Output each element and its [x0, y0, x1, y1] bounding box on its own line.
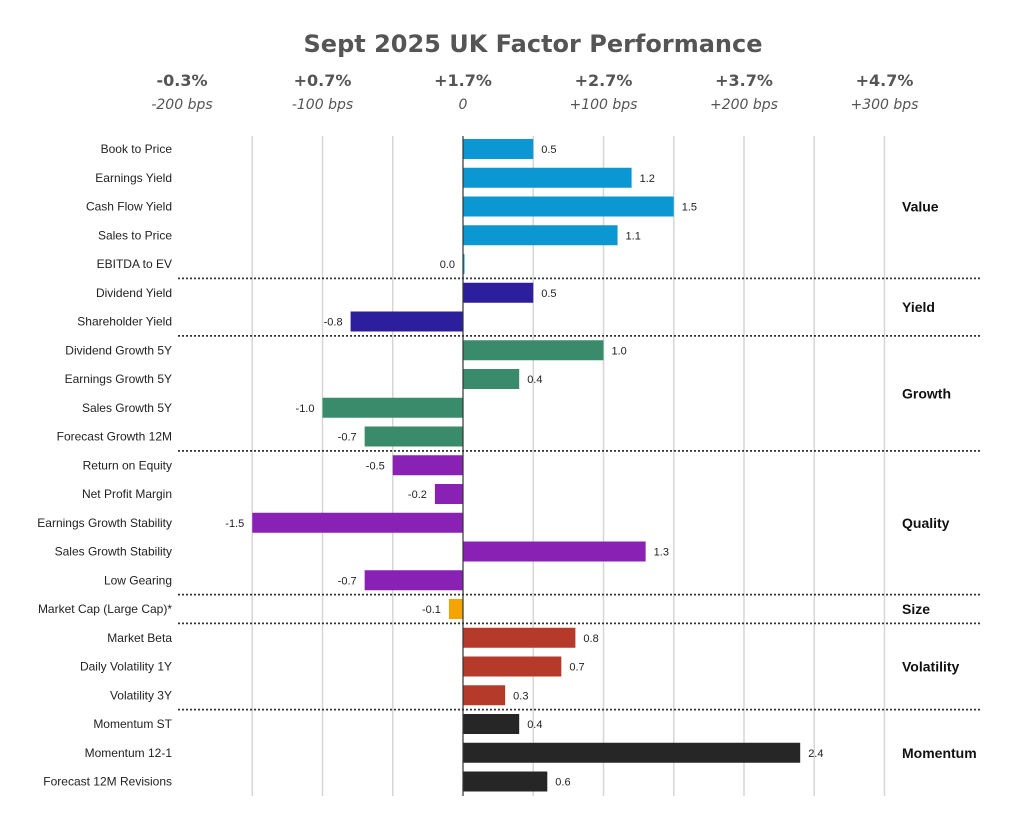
- group-label: Value: [902, 199, 939, 215]
- x-axis-top-label: +0.7%: [294, 71, 352, 90]
- x-axis-bottom-label: +100 bps: [570, 97, 638, 113]
- bar: [463, 167, 632, 188]
- category-label: Forecast Growth 12M: [57, 430, 172, 444]
- value-label: 0.7: [569, 662, 584, 674]
- category-label: Sales to Price: [98, 228, 172, 242]
- category-label: Volatility 3Y: [110, 688, 172, 702]
- bar: [463, 656, 562, 677]
- value-label: -0.1: [422, 604, 441, 616]
- value-label: 0.6: [555, 777, 570, 789]
- group-labels: Value Yield Growth Quality Size Volatility Mom…: [902, 199, 977, 761]
- value-label: 0.5: [541, 144, 556, 156]
- bar: [364, 570, 463, 591]
- bar: [463, 627, 576, 648]
- bar: [463, 742, 801, 763]
- category-label: Momentum ST: [93, 717, 172, 731]
- category-label: Earnings Yield: [95, 171, 172, 185]
- bar: [463, 196, 674, 217]
- category-label: Sales Growth Stability: [55, 545, 172, 559]
- value-label: 0.5: [541, 288, 556, 300]
- value-label: 0.4: [527, 719, 542, 731]
- value-label: 0.3: [513, 690, 528, 702]
- x-axis-bottom-label: -200 bps: [151, 97, 212, 113]
- value-label: -0.5: [366, 460, 385, 472]
- x-axis-top-label: +3.7%: [715, 71, 773, 90]
- bars: [252, 139, 801, 792]
- group-label: Momentum: [902, 745, 977, 761]
- group-separators: [178, 277, 980, 711]
- category-label: Earnings Growth Stability: [37, 516, 172, 530]
- category-label: Shareholder Yield: [77, 315, 172, 329]
- x-axis-top-labels: -0.3% +0.7% +1.7% +2.7% +3.7% +4.7%: [156, 71, 913, 90]
- category-label: Book to Price: [101, 142, 173, 156]
- category-label: Earnings Growth 5Y: [65, 372, 172, 386]
- value-label: -0.7: [338, 575, 357, 587]
- x-axis-top-label: +1.7%: [434, 71, 492, 90]
- bar: [392, 455, 463, 476]
- category-label: Return on Equity: [83, 458, 172, 472]
- bar: [448, 599, 463, 619]
- category-label: Sales Growth 5Y: [82, 401, 172, 415]
- value-label: -0.7: [338, 432, 357, 444]
- bar: [463, 225, 618, 246]
- bar: [364, 426, 463, 447]
- group-label: Growth: [902, 385, 951, 401]
- x-axis-top-label: -0.3%: [156, 71, 207, 90]
- category-label: Market Beta: [107, 631, 172, 645]
- bar: [350, 311, 463, 332]
- grid-lines: [251, 136, 886, 796]
- chart-title: Sept 2025 UK Factor Performance: [304, 30, 763, 58]
- x-axis-bottom-label: +300 bps: [851, 97, 919, 113]
- category-label: EBITDA to EV: [97, 257, 172, 271]
- bar: [463, 685, 506, 706]
- group-label: Quality: [902, 515, 950, 531]
- value-label: 1.0: [612, 345, 627, 357]
- value-label: 1.3: [654, 547, 669, 559]
- value-label: 0.4: [527, 374, 542, 386]
- group-label: Volatility: [902, 659, 960, 675]
- x-axis-top-label: +4.7%: [856, 71, 914, 90]
- value-label: -0.2: [408, 489, 427, 501]
- category-label: Forecast 12M Revisions: [43, 775, 172, 789]
- value-label: 0.0: [440, 259, 455, 271]
- category-label: Low Gearing: [104, 573, 172, 587]
- x-axis-bottom-labels: -200 bps -100 bps 0 +100 bps +200 bps +300 bp…: [151, 97, 918, 113]
- category-label: Market Cap (Large Cap)*: [38, 602, 172, 616]
- bar: [463, 771, 548, 792]
- bar: [252, 512, 463, 533]
- value-label: 1.1: [626, 230, 641, 242]
- bar: [434, 484, 463, 504]
- value-label: -0.8: [324, 317, 343, 329]
- bar: [463, 139, 534, 159]
- value-label: 1.2: [640, 173, 655, 185]
- category-label: Dividend Yield: [96, 286, 172, 300]
- value-labels: 0.5 1.2 1.5 1.1 0.0 0.5 -0.8 1.0 0.4 -1.0 -0.7 -0.5…: [225, 144, 823, 789]
- group-label: Yield: [902, 299, 935, 315]
- bar: [463, 714, 520, 734]
- category-label: Cash Flow Yield: [86, 200, 172, 214]
- value-label: -1.0: [296, 403, 315, 415]
- x-axis-bottom-label: +200 bps: [710, 97, 778, 113]
- bar: [463, 369, 520, 389]
- value-label: 0.8: [583, 633, 598, 645]
- x-axis-bottom-label: -100 bps: [292, 97, 353, 113]
- category-labels: Book to Price Earnings Yield Cash Flow Yie…: [37, 142, 172, 789]
- category-label: Momentum 12-1: [85, 746, 173, 760]
- bar: [463, 254, 465, 274]
- value-label: -1.5: [225, 518, 244, 530]
- bar: [463, 282, 534, 303]
- category-label: Daily Volatility 1Y: [80, 660, 172, 674]
- bar: [322, 397, 463, 418]
- value-label: 2.4: [808, 748, 823, 760]
- group-label: Size: [902, 601, 930, 617]
- x-axis-bottom-label: 0: [459, 97, 468, 113]
- bar: [463, 541, 646, 562]
- category-label: Net Profit Margin: [82, 487, 172, 501]
- x-axis-top-label: +2.7%: [575, 71, 633, 90]
- category-label: Dividend Growth 5Y: [65, 343, 172, 357]
- value-label: 1.5: [682, 202, 697, 214]
- bar: [463, 340, 604, 361]
